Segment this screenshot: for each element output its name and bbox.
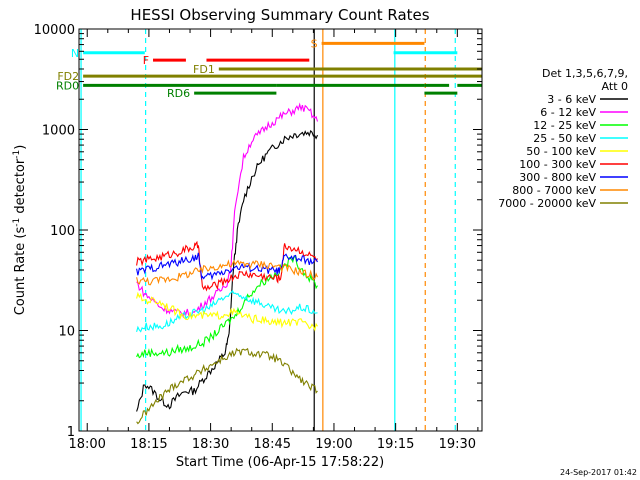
legend-label-7: 800 - 7000 keV — [512, 184, 596, 197]
chart-title: HESSI Observing Summary Count Rates — [130, 6, 429, 24]
series-line-8 — [136, 347, 318, 425]
flag-label-f: F — [143, 54, 149, 67]
y-axis-label-sup2: -1 — [12, 150, 22, 159]
y-axis-label: Count Rate (s-1 detector-1) — [12, 145, 28, 316]
series-line-7 — [136, 259, 319, 286]
series-line-3 — [136, 289, 318, 333]
series-line-2 — [136, 255, 318, 359]
y-tick-label-1: 10 — [58, 325, 75, 340]
legend-label-2: 12 - 25 keV — [533, 119, 596, 132]
x-tick-label-3: 18:45 — [254, 437, 291, 452]
y-tick-label-4: 10000 — [34, 23, 75, 38]
y-axis-label-main: Count Rate (s — [13, 227, 28, 316]
series-line-4 — [136, 291, 318, 332]
legend-label-4: 50 - 100 keV — [526, 145, 596, 158]
x-tick-label-2: 18:30 — [192, 437, 229, 452]
flag-label-n: N — [71, 47, 79, 60]
x-tick-label-5: 19:15 — [377, 437, 414, 452]
y-axis-label-sup1: -1 — [12, 218, 22, 227]
legend-label-0: 3 - 6 keV — [547, 93, 596, 106]
y-tick-label-3: 1000 — [42, 124, 75, 139]
flag-label-rd6: RD6 — [167, 87, 190, 100]
y-axis-label-mid: detector — [13, 158, 28, 218]
y-tick-label-2: 100 — [50, 224, 75, 239]
axes: 18:00 18:15 18:30 18:45 19:00 19:15 19:30 1 10 10… — [34, 23, 482, 452]
footer-timestamp: 24-Sep-2017 01:42 — [560, 468, 637, 477]
x-tick-label-6: 19:30 — [439, 437, 476, 452]
flag-label-fd1: FD1 — [193, 63, 215, 76]
legend-label-8: 7000 - 20000 keV — [498, 197, 596, 210]
x-tick-label-0: 18:00 — [68, 437, 105, 452]
legend-label-1: 6 - 12 keV — [540, 106, 596, 119]
y-axis-label-end: ) — [13, 145, 28, 150]
legend-header-line-1: Det 1,3,5,6,7,9, — [542, 67, 628, 80]
legend-header-line-2: Att 0 — [602, 80, 628, 93]
x-tick-label-1: 18:15 — [130, 437, 167, 452]
x-axis-label: Start Time (06-Apr-15 17:58:22) — [176, 455, 384, 470]
flag-label-s: S — [311, 37, 318, 50]
legend-label-3: 25 - 50 keV — [533, 132, 596, 145]
legend-label-5: 100 - 300 keV — [519, 158, 596, 171]
y-tick-label-0: 1 — [67, 425, 75, 440]
series-line-0 — [136, 129, 319, 412]
flag-label-fd2: FD2 — [57, 70, 79, 83]
series-line-6 — [136, 252, 318, 281]
series-line-5 — [136, 240, 318, 292]
x-tick-label-4: 19:00 — [315, 437, 352, 452]
legend-label-6: 300 - 800 keV — [519, 171, 596, 184]
flag-label-rd0: RD0 — [56, 79, 79, 92]
